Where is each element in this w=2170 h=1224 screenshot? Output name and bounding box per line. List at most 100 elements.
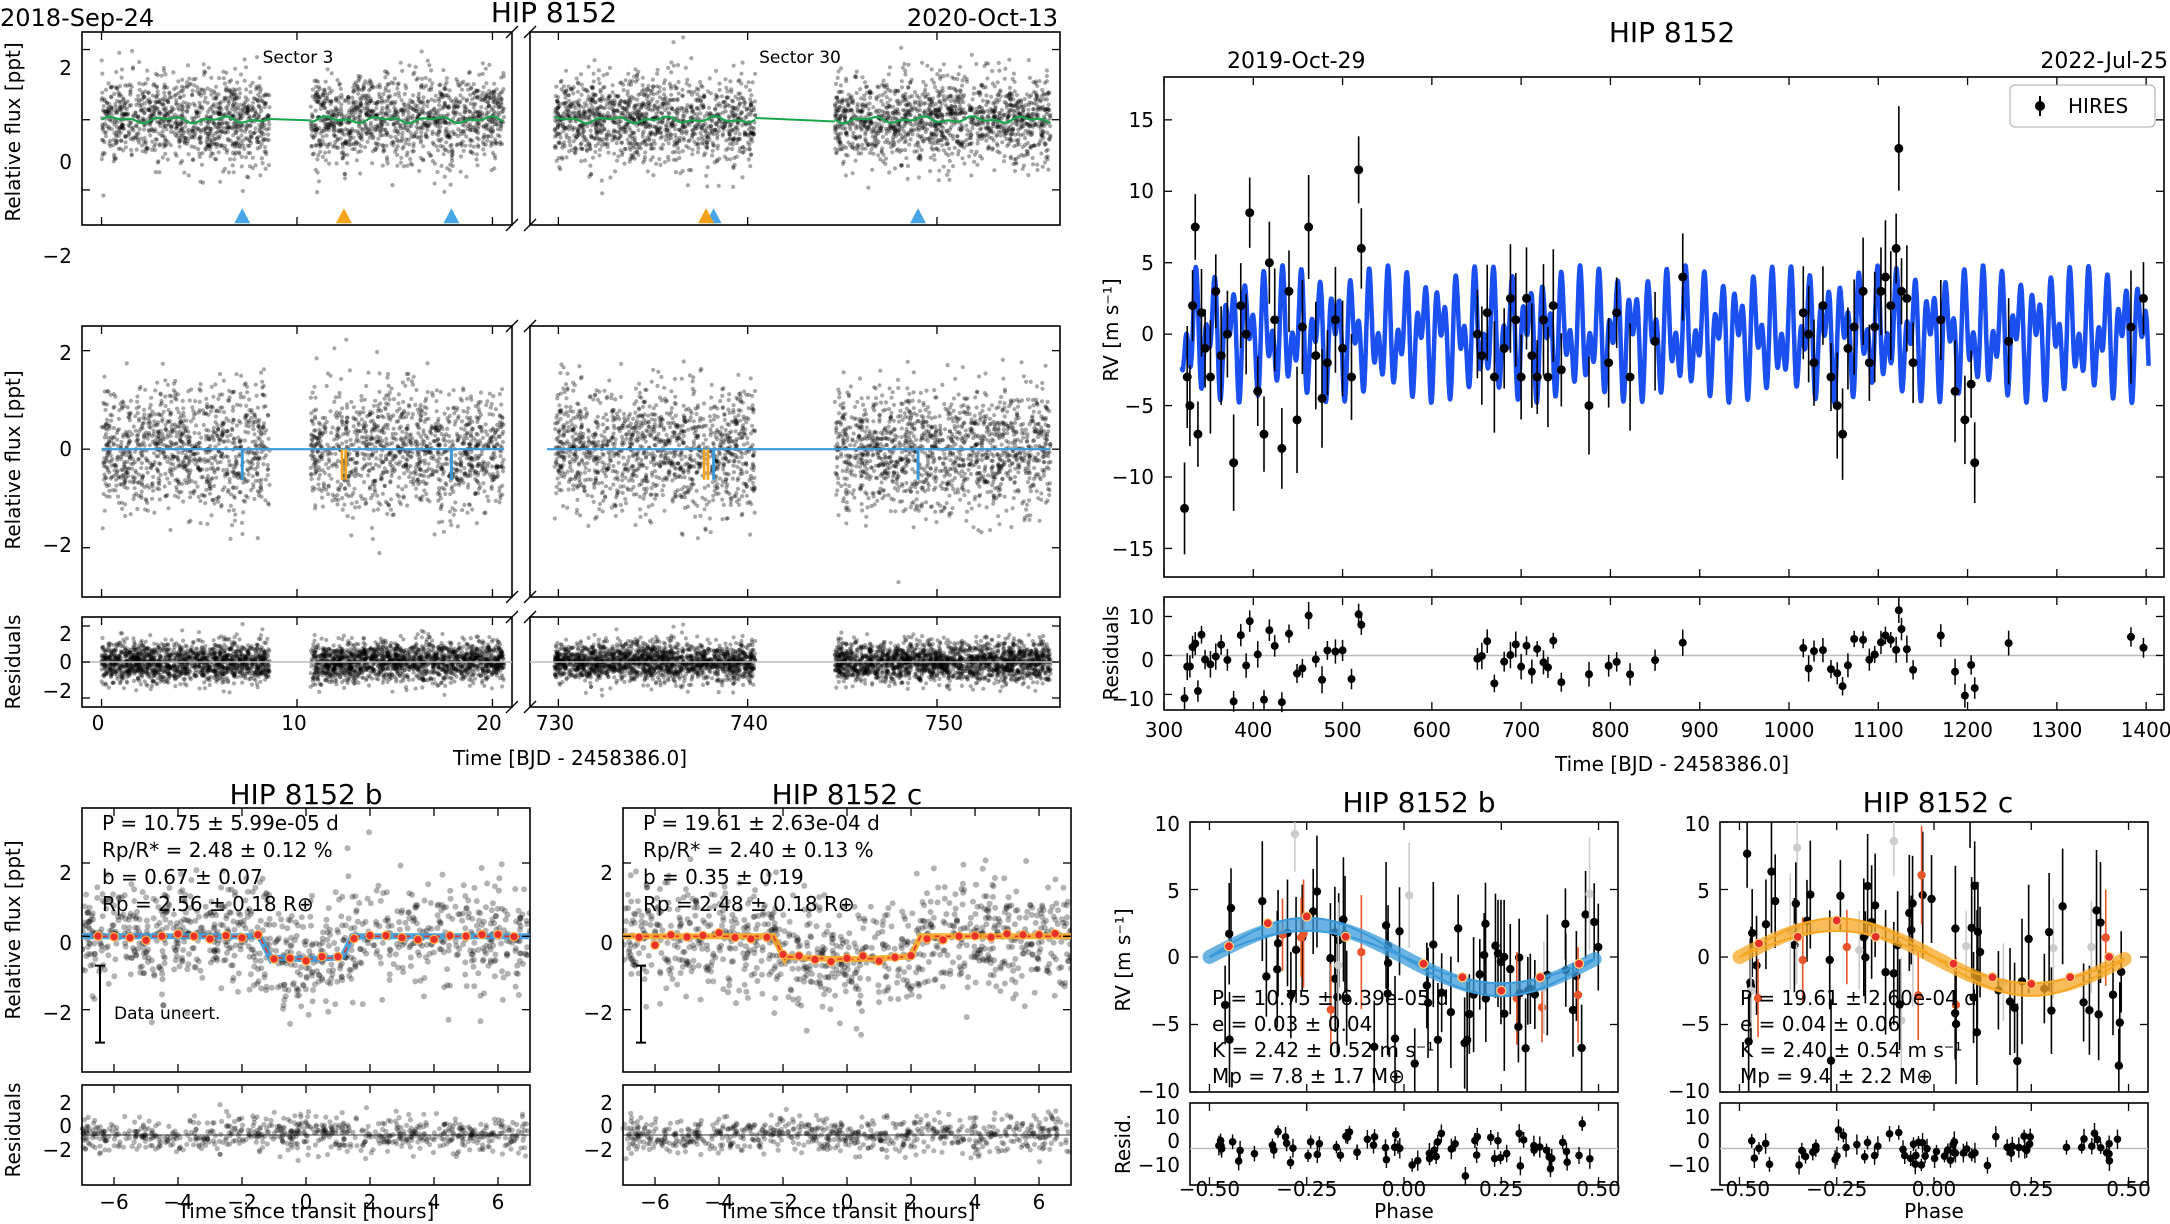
rv-resid-point-52 [1651, 656, 1660, 665]
rv-point-61 [1843, 343, 1853, 353]
tcr-ticks [654, 1085, 1040, 1185]
rv-point-49 [1604, 358, 1614, 368]
tc-uncert-bar [636, 964, 646, 1044]
pcr-ticks [1738, 1103, 2130, 1185]
rv-point-75 [1950, 386, 1960, 396]
rv-xlabel: Time [BJD - 2458386.0] [1554, 752, 1789, 776]
tb-xticks-1: −4 [163, 1190, 192, 1214]
rvphase-b-ytick-m10: −10 [1138, 1079, 1180, 1103]
rvphase-c-stat-period: P = 19.61 ± 2.60e-04 d [1740, 986, 1977, 1010]
transit-b-residual-panel: 2 0 −2 Residuals [1, 1083, 531, 1186]
rv-ytick-15: 15 [1129, 108, 1154, 132]
tess-xtick-750: 750 [925, 711, 963, 735]
rv-point-34 [1477, 351, 1487, 361]
tc-xticks-5: 4 [969, 1190, 982, 1214]
pc-xticks-0: −0.50 [1709, 1177, 1770, 1201]
rvphase-b-resid-ylabel: Resid. [1111, 1114, 1135, 1174]
tess-data-points-2 [99, 622, 1053, 698]
tess-ticks-0 [82, 32, 1060, 225]
rv-point-26 [1317, 393, 1327, 403]
rv-ytick-m10: −10 [1112, 465, 1154, 489]
pc-binned-point-5 [1987, 972, 1998, 983]
rv-point-18 [1264, 258, 1274, 268]
rv-resid-point-0 [1180, 694, 1189, 703]
rv-point-6 [1197, 308, 1206, 318]
tess-panel-resid-ytick-2: −2 [43, 679, 72, 703]
rv-xtick-5: 800 [1591, 718, 1629, 742]
tess-xtick-20: 20 [476, 711, 501, 735]
rv-resid-point-4 [1191, 639, 1200, 648]
rv-point-52 [1650, 336, 1660, 346]
rv-x-ticks: 300 400 500 600 700 800 900 1000 1100 1200 1300 140… [1145, 718, 2170, 742]
tess-gp-model-1 [310, 115, 504, 125]
tess-panel-resid-ytick-0: 2 [59, 622, 72, 646]
rv-resid-point-2 [1185, 662, 1194, 671]
transit-c-ytick-0: 0 [600, 931, 613, 955]
rv-xtick-9: 1200 [1942, 718, 1993, 742]
rv-resid-point-57 [1818, 646, 1827, 655]
tb-xticks-2: −2 [227, 1190, 256, 1214]
rv-resid-point-39 [1511, 640, 1520, 649]
rv-point-71 [1897, 286, 1906, 296]
tbr-points [79, 1102, 531, 1164]
rv-data-points [1180, 106, 2148, 555]
transit-b-ylabel: Relative flux [ppt] [1, 840, 25, 1019]
rvphase-c-resid-ytick-10: 10 [1685, 1105, 1710, 1129]
rv-point-70 [1894, 143, 1904, 153]
pc-binned-point-3 [1870, 931, 1881, 942]
rv-resid-point-32 [1357, 620, 1366, 629]
rv-xtick-0: 300 [1145, 718, 1183, 742]
rv-point-22 [1292, 415, 1302, 425]
pb-binned-point-7 [1535, 972, 1546, 983]
rv-point-69 [1891, 243, 1901, 253]
rv-point-51 [1625, 372, 1635, 382]
rv-point-77 [1966, 379, 1976, 389]
tess-ticks-2 [82, 617, 1060, 707]
rv-point-28 [1330, 315, 1340, 325]
rv-xtick-3: 600 [1413, 718, 1451, 742]
rv-point-7 [1200, 343, 1210, 353]
rv-resid-point-21 [1285, 629, 1293, 638]
transit-b-title: HIP 8152 b [229, 778, 382, 811]
pc-binned-point-0 [1753, 938, 1765, 949]
transit-b-annotation: Data uncert. [114, 1004, 220, 1024]
rvphase-b-title: HIP 8152 b [1342, 786, 1495, 819]
rv-resid-point-67 [1881, 631, 1890, 640]
rv-point-9 [1211, 286, 1221, 296]
tb-ticks [82, 808, 530, 1072]
rv-point-62 [1849, 322, 1859, 332]
rv-time-panel [1163, 76, 2165, 578]
pb-binned-point-6 [1496, 985, 1507, 996]
rv-point-37 [1499, 343, 1509, 353]
rv-resid-point-16 [1253, 650, 1262, 659]
rvphase-c-ytick-0: 0 [1697, 945, 1710, 969]
pc-binned-point-1 [1792, 931, 1803, 942]
pb-ticks [1190, 821, 1618, 1093]
rv-point-31 [1354, 165, 1364, 175]
pb-xticks-0: −0.50 [1179, 1177, 1240, 1201]
pb-binned-point-0 [1223, 941, 1235, 952]
transit-b-resid-ytick-0: 0 [59, 1114, 72, 1138]
rvphase-c-stat-mass: Mp = 9.4 ± 2.2 M⊕ [1740, 1064, 1933, 1088]
rv-point-25 [1311, 351, 1321, 361]
tess-xtick-0: 0 [92, 711, 105, 735]
rv-resid-point-7 [1201, 655, 1210, 664]
transit-b-x-ticks: −6 −4 −2 0 2 4 6 [99, 1190, 504, 1214]
rv-ytick-10: 10 [1129, 179, 1154, 203]
rv-resid-point-56 [1810, 647, 1818, 656]
tb-xticks-5: 4 [428, 1190, 441, 1214]
pb-binned [1223, 911, 1585, 996]
rv-resid-point-72 [1902, 645, 1911, 654]
transit-c-panel: P = 19.61 ± 2.63e-04 d Rp/R* = 2.40 ± 0.… [584, 807, 1072, 1073]
rv-ticks [1163, 77, 2164, 577]
pc-xticks-3: 0.25 [2009, 1177, 2054, 1201]
axis-break-0-0 [505, 25, 537, 39]
rv-point-67 [1880, 272, 1890, 282]
rv-point-41 [1522, 293, 1531, 303]
rv-resid-ytick-m10: −10 [1112, 687, 1154, 711]
tess-data-points-1 [99, 337, 1053, 585]
rv-point-63 [1858, 286, 1868, 296]
transit-b-marker-1 [443, 208, 460, 224]
tess-panel-resid-ytick-1: 0 [59, 650, 72, 674]
rv-point-39 [1511, 315, 1521, 325]
